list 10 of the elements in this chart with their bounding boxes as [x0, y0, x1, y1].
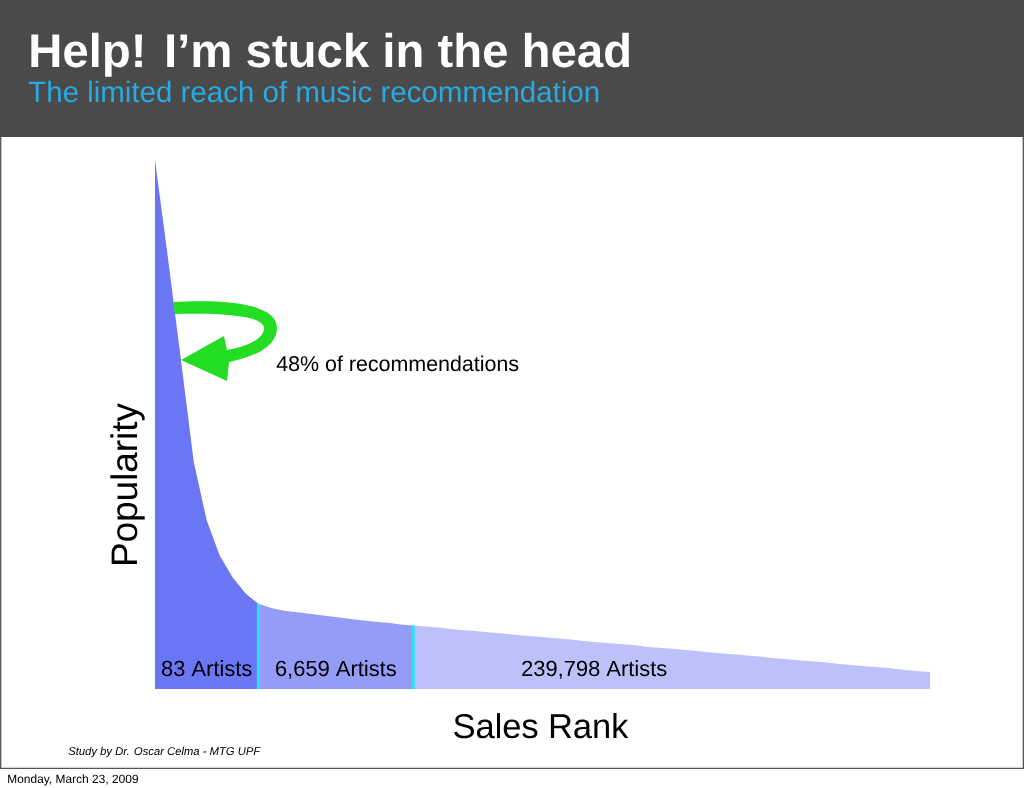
series-label: 239,798 Artists	[522, 660, 667, 679]
text: Study by Dr. Oscar Celma - MTG UPF	[68, 746, 261, 758]
x-axis-title: Sales Rank	[454, 713, 629, 739]
text: Monday, March 23, 2009	[8, 774, 138, 786]
y-axis-title: Popularity	[110, 403, 145, 564]
series-label: 6,659 Artists	[276, 660, 396, 679]
chart-subtitle: The limited reach of music recommendation	[28, 80, 599, 103]
chart-title: Help! I’m stuck in the head	[31, 32, 629, 77]
series-label: 83 Artists	[161, 660, 252, 677]
annotation: 48% of recommendations	[276, 355, 519, 372]
